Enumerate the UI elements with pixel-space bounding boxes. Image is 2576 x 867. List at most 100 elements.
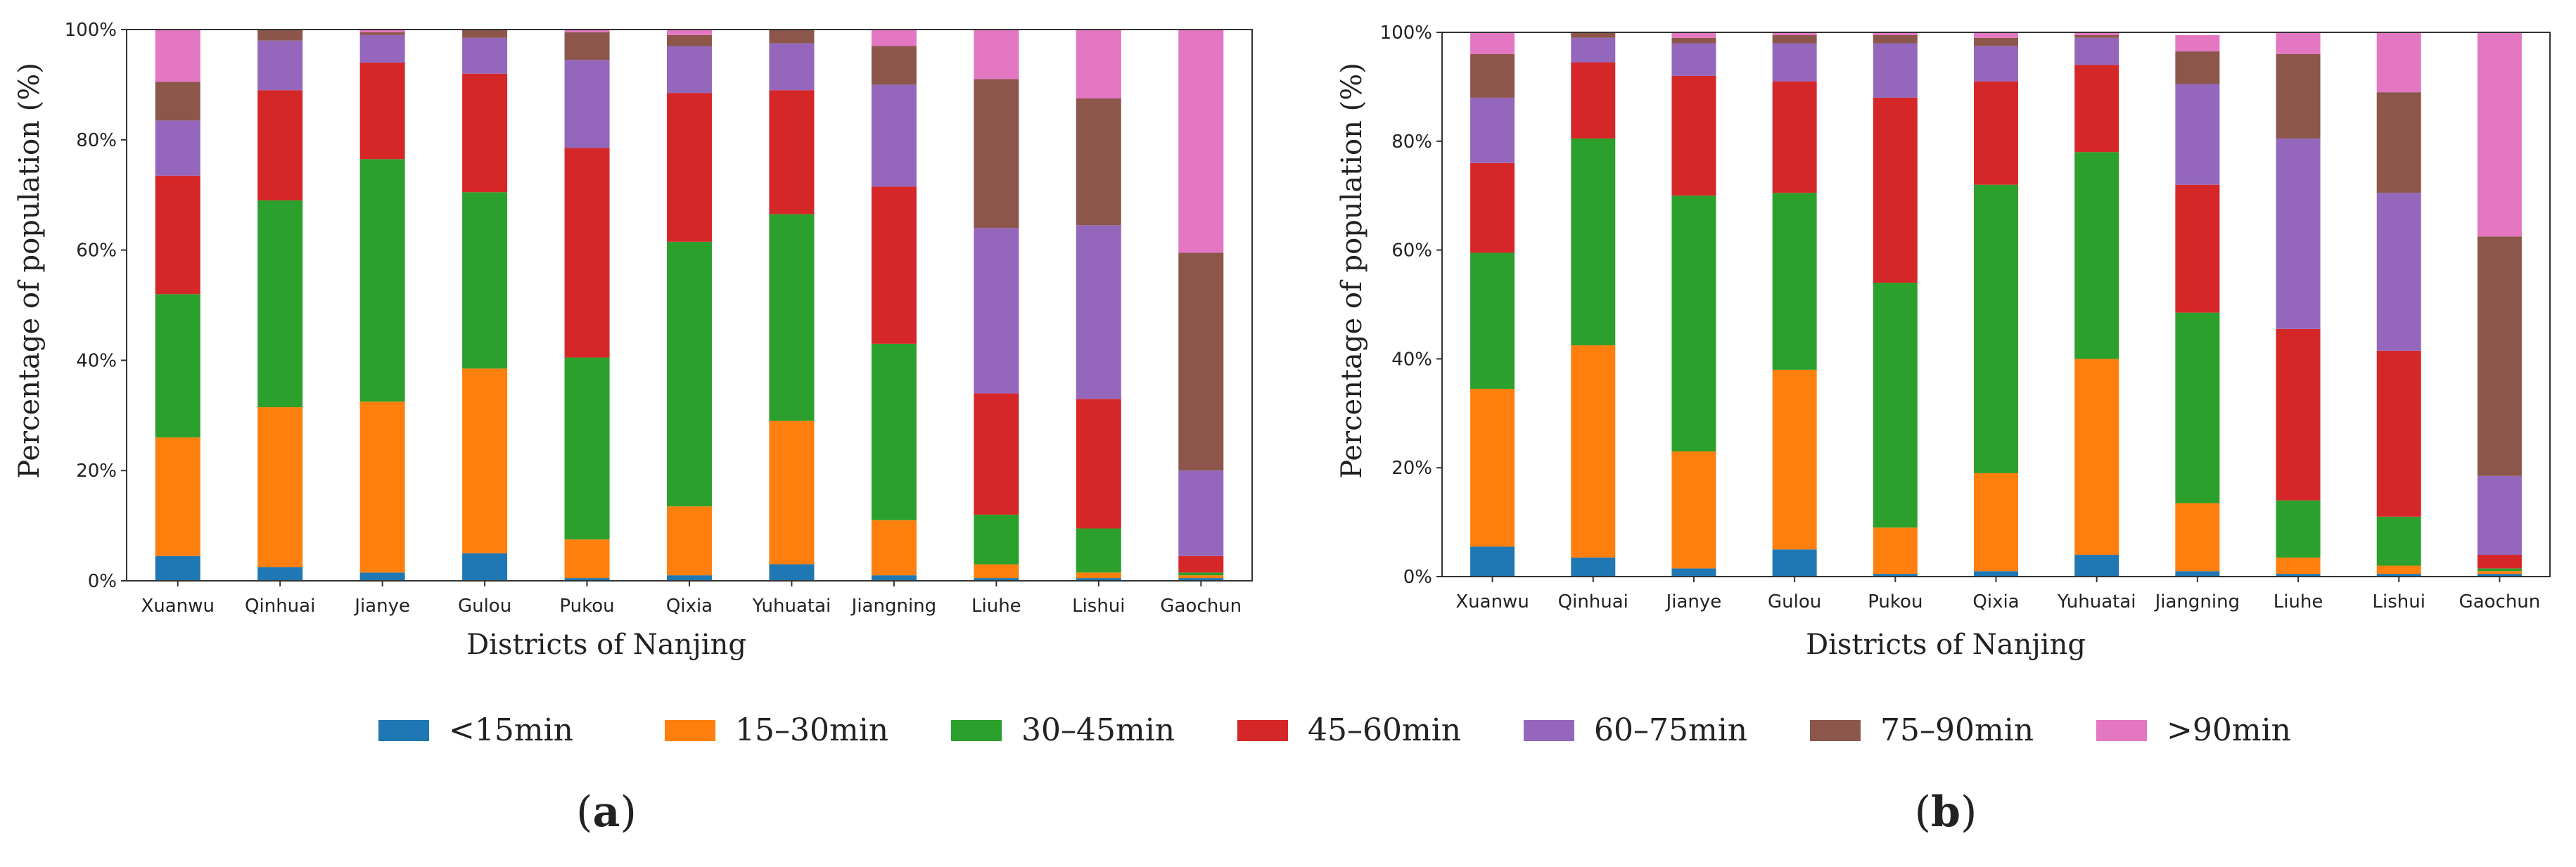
bar-b-lishui-45-60min [2376, 350, 2421, 517]
bar-a-yuhuatai-60-75min [769, 43, 815, 91]
x-tick-label-b-liuhe: Liuhe [2274, 591, 2323, 612]
bar-a-qinhuai-lt15min [257, 567, 303, 581]
legend: <15min 15–30min 30–45min 45–60min 60–75min 75… [378, 712, 2291, 748]
x-tick-label-a-gaochun: Gaochun [1160, 596, 1242, 617]
legend-swatch-45-60min [1237, 720, 1288, 741]
x-tick-label-b-lishui: Lishui [2373, 591, 2425, 612]
legend-label-30-45min: 30–45min [1021, 712, 1175, 748]
y-tick-label-a-1: 20% [76, 461, 117, 482]
bar-a-liuhe-75-90min [974, 79, 1019, 229]
y-axis-title-a: Percentage of population (%) [13, 63, 46, 479]
bar-b-gulou-45-60min [1772, 81, 1817, 193]
x-tick-label-b-gaochun: Gaochun [2459, 591, 2541, 612]
bar-a-qixia-75-90min [667, 34, 712, 46]
legend-swatch-75-90min [1810, 720, 1861, 741]
bar-a-liuhe-45-60min [974, 393, 1019, 515]
x-axis-title-b: Districts of Nanjing [1806, 629, 2086, 661]
bar-a-lishui-30-45min [1076, 528, 1121, 573]
bar-a-pukou-gt90min [564, 30, 610, 32]
x-tick-label-a-pukou: Pukou [559, 596, 614, 617]
x-tick-label-b-jiangning: Jiangning [2154, 591, 2240, 612]
bar-b-gaochun-15-30min [2477, 571, 2522, 574]
bar-b-qinhuai-45-60min [1571, 62, 1616, 139]
bar-b-yuhuatai-75-90min [2074, 34, 2119, 38]
bar-a-yuhuatai-15-30min [769, 420, 815, 565]
bar-a-gaochun-lt15min [1178, 578, 1224, 581]
bar-a-jianye-60-75min [359, 34, 405, 63]
bar-b-gulou-60-75min [1772, 43, 1817, 82]
bar-a-jiangning-15-30min [871, 520, 917, 576]
bar-a-xuanwu-15-30min [155, 437, 200, 556]
bar-a-jiangning-gt90min [871, 30, 917, 46]
bar-a-pukou-45-60min [564, 148, 610, 358]
bar-a-pukou-30-45min [564, 357, 610, 540]
bar-b-jianye-15-30min [1671, 451, 1716, 569]
bar-b-pukou-60-75min [1873, 43, 1918, 98]
bar-a-gulou-75-90min [462, 30, 508, 38]
bar-b-qixia-lt15min [1974, 571, 2018, 577]
x-tick-label-a-qixia: Qixia [666, 596, 713, 617]
bar-a-gaochun-60-75min [1178, 470, 1224, 556]
y-tick-label-a-4: 80% [76, 130, 117, 151]
panel-label-a: (a) [576, 788, 637, 837]
y-tick-label-b-4: 80% [1391, 131, 1432, 153]
bar-b-jianye-30-45min [1671, 195, 1716, 451]
bar-b-pukou-gt90min [1873, 32, 1918, 35]
x-tick-label-a-qinhuai: Qinhuai [245, 596, 315, 617]
legend-label-lt15min: <15min [449, 712, 573, 748]
bar-a-liuhe-15-30min [974, 564, 1019, 579]
bar-a-liuhe-30-45min [974, 514, 1019, 565]
bar-a-qixia-60-75min [667, 46, 712, 94]
bar-b-pukou-lt15min [1873, 574, 1918, 577]
legend-label-45-60min: 45–60min [1308, 712, 1461, 748]
bar-a-lishui-60-75min [1076, 225, 1121, 399]
x-tick-label-b-yuhuatai: Yuhuatai [2057, 591, 2136, 612]
bar-a-lishui-gt90min [1076, 30, 1121, 98]
bar-a-yuhuatai-30-45min [769, 214, 815, 421]
bar-b-gulou-gt90min [1772, 32, 1817, 35]
bar-b-qinhuai-lt15min [1571, 557, 1616, 577]
bar-b-jiangning-15-30min [2175, 503, 2220, 572]
bar-a-pukou-60-75min [564, 60, 610, 148]
bar-b-qixia-75-90min [1974, 37, 2018, 46]
bar-a-gulou-30-45min [462, 192, 508, 369]
bar-b-qixia-gt90min [1974, 32, 2018, 38]
bar-a-jiangning-60-75min [871, 84, 917, 187]
bar-a-liuhe-lt15min [974, 578, 1019, 581]
y-tick-label-b-2: 40% [1391, 349, 1432, 370]
bar-b-gaochun-gt90min [2477, 32, 2522, 237]
bar-b-lishui-gt90min [2376, 32, 2421, 93]
bar-b-gulou-lt15min [1772, 549, 1817, 577]
legend-swatch-30-45min [951, 720, 1002, 741]
bar-b-lishui-30-45min [2376, 516, 2421, 566]
bar-b-pukou-45-60min [1873, 97, 1918, 283]
x-tick-label-b-qinhuai: Qinhuai [1558, 591, 1628, 612]
legend-swatch-gt90min [2096, 720, 2147, 741]
bar-a-yuhuatai-75-90min [769, 30, 815, 44]
bar-b-lishui-60-75min [2376, 193, 2421, 351]
legend-label-75-90min: 75–90min [1880, 712, 2034, 748]
bar-b-gaochun-30-45min [2477, 568, 2522, 572]
x-tick-label-b-qixia: Qixia [1972, 591, 2019, 612]
bar-b-jianye-60-75min [1671, 43, 1716, 76]
bar-b-qinhuai-60-75min [1571, 37, 1616, 63]
bar-a-gulou-15-30min [462, 368, 508, 553]
x-tick-label-b-jianye: Jianye [1665, 591, 1722, 612]
bar-b-pukou-15-30min [1873, 527, 1918, 574]
bar-b-jiangning-60-75min [2175, 84, 2220, 185]
bar-b-xuanwu-45-60min [1470, 162, 1515, 253]
bar-b-lishui-75-90min [2376, 92, 2421, 193]
bar-a-jianye-45-60min [359, 63, 405, 160]
bar-a-qixia-gt90min [667, 30, 712, 35]
bar-a-jiangning-lt15min [871, 575, 917, 581]
legend-swatch-lt15min [378, 720, 429, 741]
x-tick-label-a-xuanwu: Xuanwu [141, 596, 215, 617]
bar-a-lishui-45-60min [1076, 399, 1121, 529]
bar-b-gaochun-60-75min [2477, 475, 2522, 555]
y-tick-label-a-3: 60% [76, 240, 117, 262]
bar-b-jianye-45-60min [1671, 75, 1716, 196]
x-tick-label-a-jiangning: Jiangning [850, 596, 937, 617]
bar-a-yuhuatai-45-60min [769, 90, 815, 214]
bar-b-yuhuatai-15-30min [2074, 359, 2119, 555]
bar-a-jiangning-75-90min [871, 46, 917, 85]
